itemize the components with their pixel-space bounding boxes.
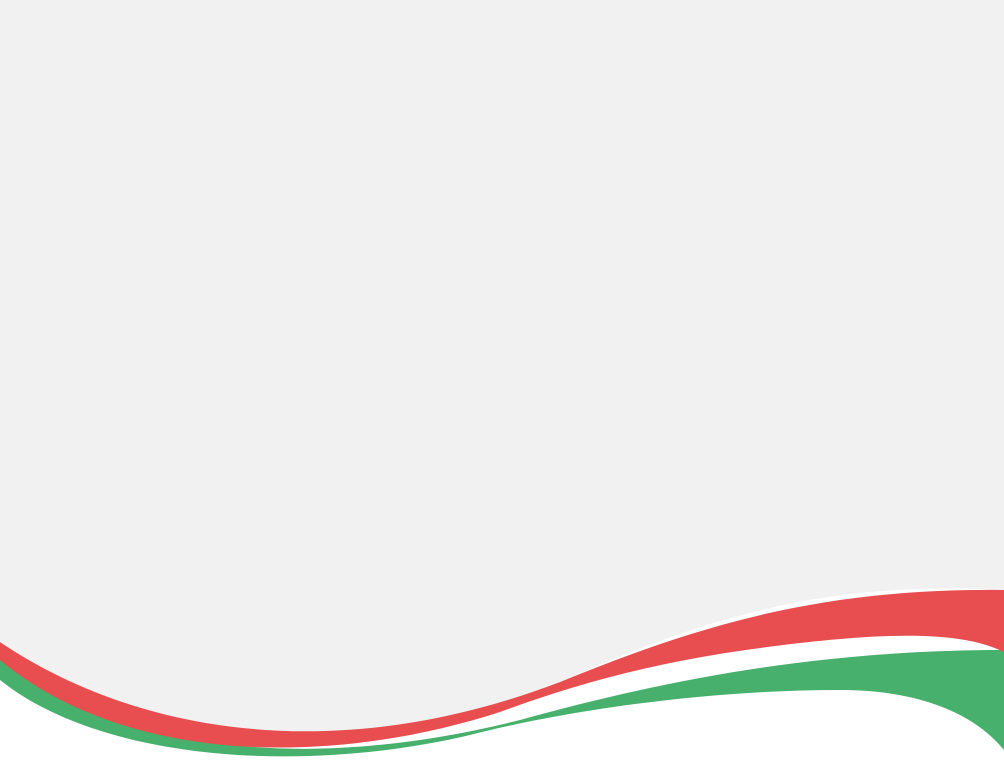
content-panel [0,0,1004,732]
green-ribbon [0,650,1004,757]
red-ribbon [0,589,1004,748]
